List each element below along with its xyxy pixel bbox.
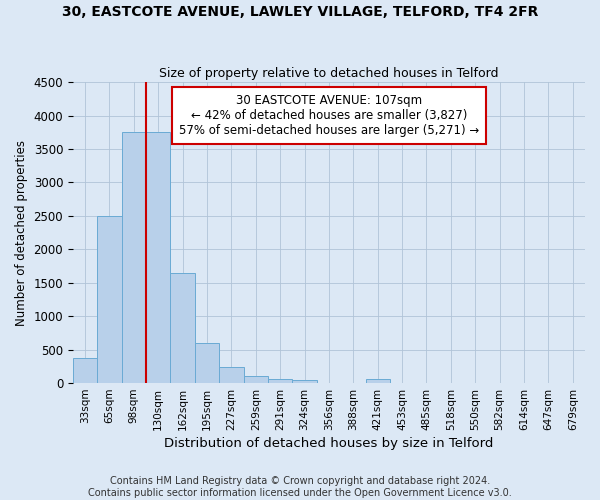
Bar [244,376,268,383]
Text: 30, EASTCOTE AVENUE, LAWLEY VILLAGE, TELFORD, TF4 2FR: 30, EASTCOTE AVENUE, LAWLEY VILLAGE, TEL… [62,5,538,19]
Bar [97,216,122,383]
Text: Contains HM Land Registry data © Crown copyright and database right 2024.
Contai: Contains HM Land Registry data © Crown c… [88,476,512,498]
Title: Size of property relative to detached houses in Telford: Size of property relative to detached ho… [159,66,499,80]
Bar [195,343,219,383]
Bar [292,380,317,383]
Bar [73,358,97,383]
X-axis label: Distribution of detached houses by size in Telford: Distribution of detached houses by size … [164,437,494,450]
Bar [219,367,244,383]
Bar [122,132,146,383]
Text: 30 EASTCOTE AVENUE: 107sqm
← 42% of detached houses are smaller (3,827)
57% of s: 30 EASTCOTE AVENUE: 107sqm ← 42% of deta… [179,94,479,137]
Bar [268,379,292,383]
Bar [170,274,195,383]
Bar [365,379,390,383]
Bar [146,132,170,383]
Y-axis label: Number of detached properties: Number of detached properties [15,140,28,326]
